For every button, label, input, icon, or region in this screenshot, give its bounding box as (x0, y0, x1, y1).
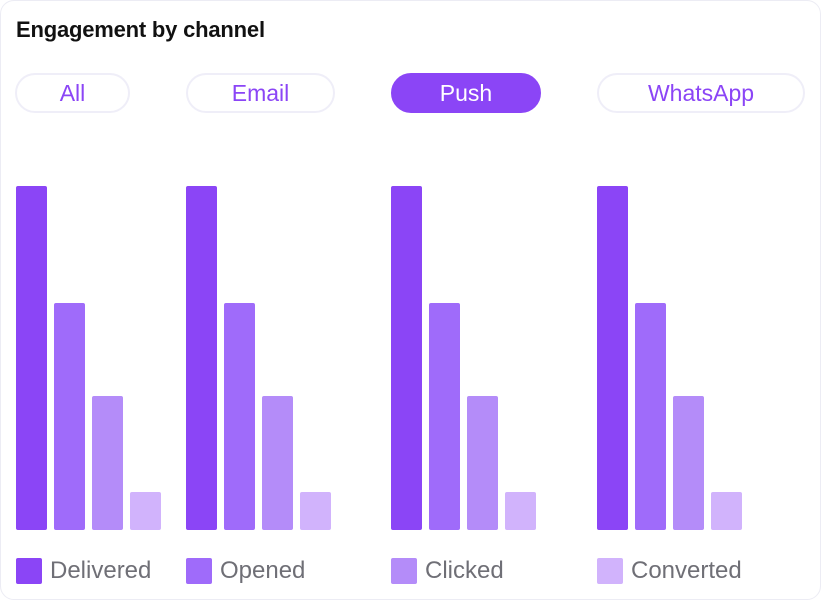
tab-all-label: All (59, 79, 86, 106)
bar-email-opened (224, 303, 255, 530)
tab-email-label: Email (231, 79, 290, 106)
tab-push[interactable]: Push (391, 73, 541, 113)
bar-all-opened (54, 303, 85, 530)
tab-push-label: Push (439, 79, 493, 106)
bar-whatsapp-clicked (673, 396, 704, 530)
legend-label-clicked: Clicked (425, 557, 504, 584)
bar-push-opened (429, 303, 460, 530)
tab-all[interactable]: All (15, 73, 130, 113)
legend-item-opened: Opened (186, 557, 305, 585)
bar-all-clicked (92, 396, 123, 530)
legend-label-opened: Opened (220, 557, 306, 584)
bar-all-delivered (16, 186, 47, 530)
tab-email[interactable]: Email (186, 73, 335, 113)
card-title: Engagement by channel (16, 17, 265, 42)
bar-email-clicked (262, 396, 293, 530)
tab-whatsapp-label: WhatsApp (647, 79, 755, 106)
legend-swatch-opened (186, 558, 212, 584)
bar-whatsapp-converted (711, 492, 742, 530)
legend-swatch-delivered (16, 558, 42, 584)
bar-push-clicked (467, 396, 498, 530)
legend-swatch-clicked (391, 558, 417, 584)
bar-push-converted (505, 492, 536, 530)
bar-email-converted (300, 492, 331, 530)
legend-label-converted: Converted (631, 557, 742, 584)
legend-item-clicked: Clicked (391, 557, 504, 585)
bar-whatsapp-delivered (597, 186, 628, 530)
bar-whatsapp-opened (635, 303, 666, 530)
legend-label-delivered: Delivered (50, 557, 152, 584)
bar-email-delivered (186, 186, 217, 530)
tab-whatsapp[interactable]: WhatsApp (597, 73, 805, 113)
bar-push-delivered (391, 186, 422, 530)
legend-item-delivered: Delivered (16, 557, 151, 585)
legend-swatch-converted (597, 558, 623, 584)
legend-item-converted: Converted (597, 557, 742, 585)
bar-all-converted (130, 492, 161, 530)
